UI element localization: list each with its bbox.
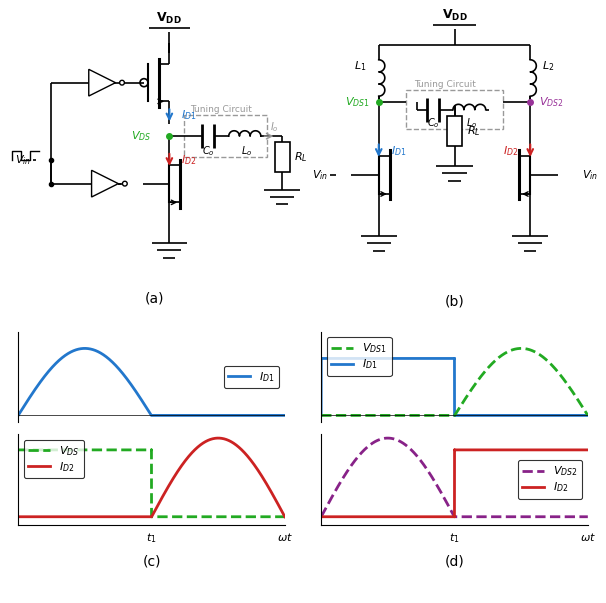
Text: $\mathbf{V_{DD}}$: $\mathbf{V_{DD}}$ — [442, 8, 467, 24]
Text: (c): (c) — [142, 554, 161, 568]
Bar — [406, 90, 503, 130]
Text: Tuning Circuit: Tuning Circuit — [415, 80, 476, 89]
Text: $I_{D1}$: $I_{D1}$ — [181, 109, 197, 122]
Legend: $V_{DS2}$, $I_{D2}$: $V_{DS2}$, $I_{D2}$ — [518, 460, 582, 499]
Text: (d): (d) — [445, 554, 464, 568]
Text: $I_{D2}$: $I_{D2}$ — [503, 144, 518, 157]
Legend: $I_{D1}$: $I_{D1}$ — [224, 365, 279, 388]
Text: $V_{DS}$: $V_{DS}$ — [132, 129, 152, 143]
Text: $C_o$: $C_o$ — [202, 144, 215, 158]
Bar — [447, 116, 462, 146]
Text: $C_o$: $C_o$ — [427, 116, 439, 130]
Legend: $V_{DS1}$, $I_{D1}$: $V_{DS1}$, $I_{D1}$ — [327, 337, 391, 376]
Text: $R_L$: $R_L$ — [294, 150, 308, 164]
Text: $I_o$: $I_o$ — [270, 120, 279, 134]
Text: $L_1$: $L_1$ — [355, 59, 367, 73]
Text: Tuning Circuit: Tuning Circuit — [190, 106, 252, 115]
Bar — [184, 115, 267, 157]
Text: $I_{D2}$: $I_{D2}$ — [181, 153, 197, 167]
Legend: $V_{DS}$, $I_{D2}$: $V_{DS}$, $I_{D2}$ — [24, 440, 84, 478]
Text: $V_{in}$: $V_{in}$ — [312, 168, 328, 182]
Text: $L_2$: $L_2$ — [542, 59, 554, 73]
Text: (b): (b) — [445, 294, 464, 308]
Text: $L_o$: $L_o$ — [241, 144, 252, 158]
Text: $V_{DS1}$: $V_{DS1}$ — [345, 95, 370, 109]
Text: $I_{D1}$: $I_{D1}$ — [391, 144, 407, 157]
Bar — [275, 142, 290, 172]
Text: $L_o$: $L_o$ — [465, 116, 477, 130]
Text: $\mathbf{V_{DD}}$: $\mathbf{V_{DD}}$ — [156, 11, 182, 27]
Text: (a): (a) — [145, 291, 164, 305]
Text: $V_{DS2}$: $V_{DS2}$ — [539, 95, 564, 109]
Text: $V_{in}$: $V_{in}$ — [582, 168, 598, 182]
Text: $R_L$: $R_L$ — [467, 124, 480, 138]
Text: $V_{in}$: $V_{in}$ — [15, 153, 31, 167]
